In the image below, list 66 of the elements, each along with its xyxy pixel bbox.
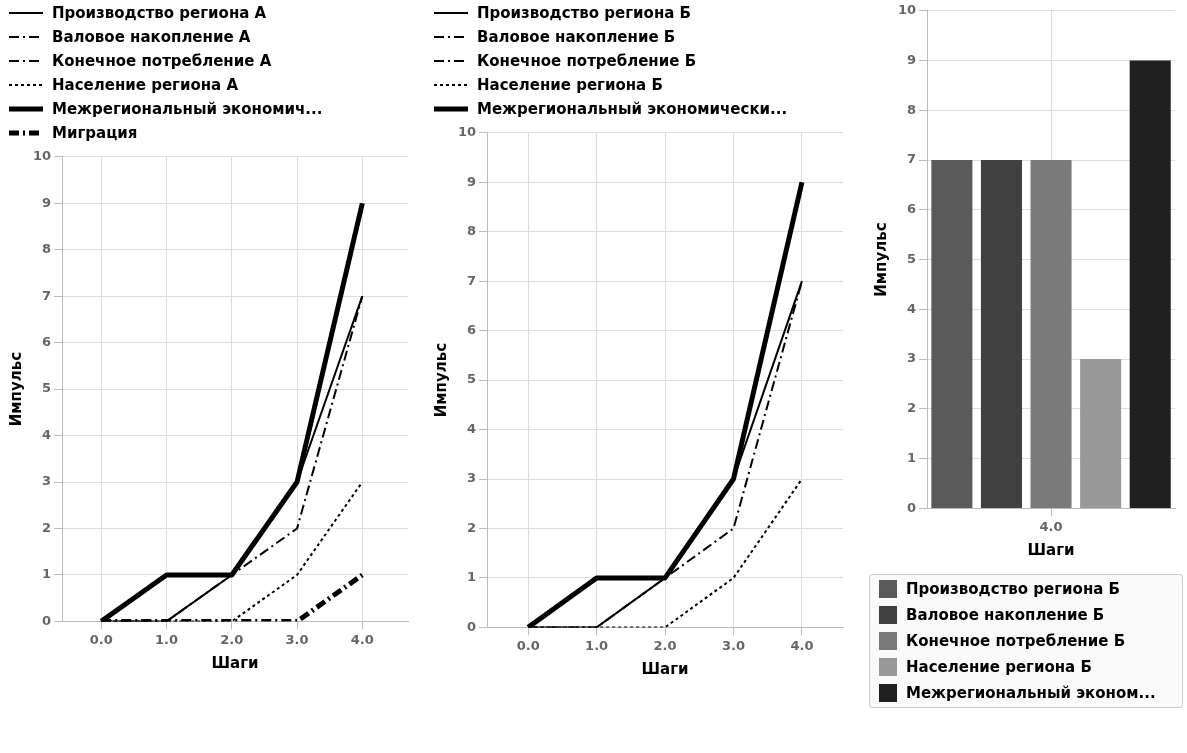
x-axis-title: Шаги [211,653,259,672]
y-tick-label: 10 [33,148,52,164]
y-tick-label: 7 [467,272,477,288]
x-tick-label: 2.0 [653,637,677,653]
x-tick-label: 4.0 [1039,518,1063,534]
y-tick-label: 5 [42,380,52,396]
y-tick-label: 10 [458,124,477,140]
x-tick-label: 1.0 [155,631,179,647]
x-tick-label: 2.0 [220,631,244,647]
legend-label: Конечное потребление А [52,52,272,70]
legend-label: Межрегиональный экономич... [52,100,323,118]
y-tick-label: 1 [42,566,52,582]
legend-label: Производство региона А [52,4,267,22]
y-tick-label: 8 [42,241,52,257]
x-axis-title: Шаги [1027,540,1075,559]
y-tick-label: 1 [907,450,917,466]
y-tick-label: 4 [907,300,917,316]
y-tick-label: 4 [467,420,477,436]
y-tick-label: 4 [42,426,52,442]
y-tick-label: 5 [907,250,917,266]
legend-label: Межрегиональный экономически... [477,100,788,118]
x-tick-label: 1.0 [585,637,609,653]
x-tick-label: 0.0 [516,637,540,653]
legend-label: Конечное потребление Б [477,52,697,70]
y-tick-label: 1 [467,569,477,585]
y-tick-label: 0 [467,618,477,634]
y-tick-label: 0 [42,612,52,628]
y-tick-label: 8 [467,223,477,239]
legend-label: Валовое накопление Б [906,606,1105,624]
y-tick-label: 2 [907,400,917,416]
legend-label: Производство региона Б [477,4,692,22]
legend-label: Производство региона Б [906,580,1121,598]
legend-label: Миграция [52,124,138,142]
y-tick-label: 6 [907,201,917,217]
legend-label: Население региона Б [477,76,663,94]
x-tick-label: 3.0 [285,631,309,647]
x-tick-label: 4.0 [350,631,374,647]
legend-label: Население региона Б [906,658,1092,676]
y-tick-label: 9 [467,173,477,189]
y-tick-label: 10 [898,2,917,18]
y-axis-title: Импульс [431,342,450,418]
y-tick-label: 0 [907,499,917,515]
y-tick-label: 6 [42,334,52,350]
y-tick-label: 5 [467,371,477,387]
x-tick-label: 0.0 [89,631,113,647]
y-tick-label: 8 [907,101,917,117]
y-tick-label: 2 [42,519,52,535]
x-axis-title: Шаги [641,659,689,678]
y-tick-label: 3 [467,470,477,486]
y-axis-title: Импульс [871,222,890,297]
legend-label: Валовое накопление Б [477,28,676,46]
x-tick-label: 3.0 [721,637,746,653]
y-tick-label: 9 [42,194,52,210]
legend-label: Межрегиональный эконом... [906,684,1156,702]
legend-label: Население региона А [52,76,239,94]
legend-label: Конечное потребление Б [906,632,1126,650]
y-tick-label: 7 [907,151,917,167]
y-tick-label: 3 [907,350,917,366]
y-tick-label: 2 [467,519,477,535]
x-tick-label: 4.0 [790,637,814,653]
legend-label: Валовое накопление А [52,28,251,46]
y-axis-title: Импульс [6,351,25,427]
y-tick-label: 3 [42,473,52,489]
y-tick-label: 9 [907,51,917,67]
y-tick-label: 7 [42,287,52,303]
y-tick-label: 6 [467,322,477,338]
